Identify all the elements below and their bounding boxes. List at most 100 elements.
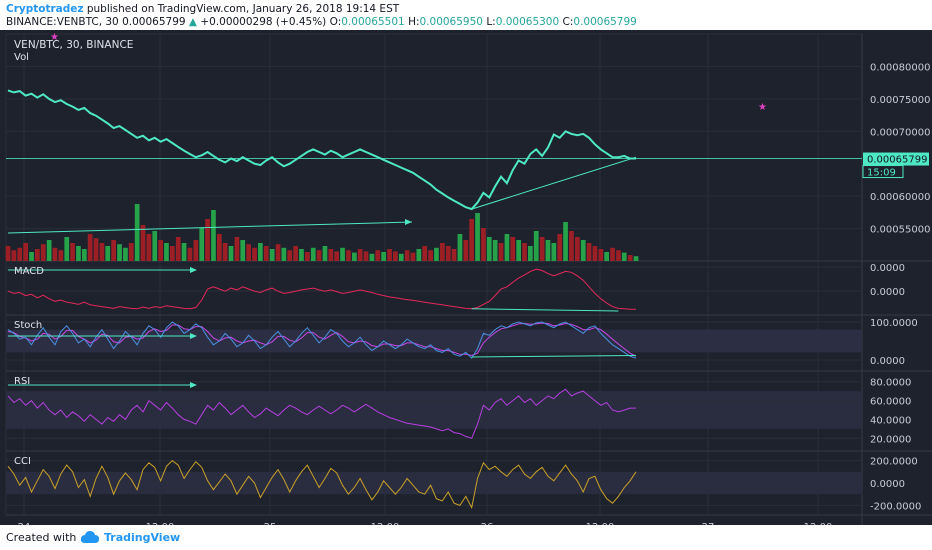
volume-bar — [428, 250, 433, 261]
rsi-arrowhead — [190, 382, 197, 388]
volume-bar — [533, 231, 539, 261]
macd-label: MACD — [14, 266, 44, 277]
price-tick-label: 0.00075000 — [870, 95, 930, 106]
volume-bar — [434, 247, 439, 261]
cci-label: CCI — [14, 456, 31, 467]
volume-bar — [486, 237, 492, 261]
volume-bar — [158, 240, 163, 261]
volume-bar — [539, 237, 545, 261]
close-value: 0.00065799 — [573, 16, 637, 28]
volume-bar — [128, 243, 134, 261]
volume-bar — [440, 243, 445, 261]
macd-arrowhead — [190, 267, 197, 273]
volume-bar — [293, 246, 298, 261]
price-tick-label: 0.00055000 — [870, 225, 930, 236]
volume-bar — [170, 246, 175, 261]
tradingview-cloud-icon — [80, 531, 99, 543]
volume-bar — [140, 225, 146, 261]
volume-bar — [217, 234, 222, 261]
volume-bar — [258, 243, 263, 261]
volume-bar — [299, 249, 304, 261]
volume-bar — [263, 246, 269, 261]
volume-bar — [70, 243, 75, 261]
volume-bar — [457, 234, 463, 261]
volume-bar — [398, 253, 404, 261]
volume-bar — [234, 237, 240, 261]
volume-bar — [246, 244, 251, 261]
volume-bar — [11, 250, 17, 261]
rsi-band — [6, 391, 862, 429]
volume-bar — [99, 243, 105, 261]
volume-bar — [563, 222, 568, 261]
volume-bar — [469, 219, 474, 261]
volume-bar — [463, 240, 469, 261]
chart-canvas[interactable]: 24 12:00 25 12:00 26 12:00 27 12:00 0.00080000 0.… — [0, 30, 932, 525]
rsi-label: RSI — [14, 376, 30, 387]
volume-bar — [357, 249, 363, 261]
volume-bar — [269, 249, 275, 261]
price-tick-label: 0.00070000 — [870, 127, 930, 138]
volume-bar — [422, 246, 428, 261]
cci-tick-label: 0.0000 — [870, 479, 905, 490]
volume-bar — [305, 252, 310, 261]
volume-bar — [616, 250, 621, 261]
rsi-series — [7, 388, 636, 439]
volume-bar — [152, 231, 158, 261]
volume-bar — [181, 243, 187, 261]
rsi-tick-label: 60.0000 — [870, 397, 911, 408]
last-price: 0.00065799 — [122, 16, 186, 28]
volume-bar — [222, 243, 228, 261]
volume-bar — [52, 247, 58, 261]
volume-bar — [76, 246, 81, 261]
stoch-tick-label: 100.0000 — [870, 318, 918, 329]
countdown-box — [862, 165, 904, 179]
high-label: H: — [408, 16, 420, 28]
volume-bar — [328, 249, 334, 261]
volume-bar — [187, 247, 193, 261]
countdown-label: 15:09 — [867, 168, 896, 179]
tradingview-brand[interactable]: TradingView — [104, 531, 181, 544]
volume-bar — [23, 243, 28, 261]
author-link[interactable]: Cryptotradez — [6, 3, 84, 15]
volume-bar — [445, 246, 451, 261]
volume-bar — [117, 244, 122, 261]
volume-bar — [340, 247, 345, 261]
volume-bar — [592, 246, 598, 261]
volume-bar — [475, 213, 480, 261]
volume-bar — [610, 247, 615, 261]
volume-bar — [123, 247, 128, 261]
volume-bar — [545, 240, 551, 261]
volume-bar — [387, 249, 392, 261]
volume-bar — [363, 251, 369, 261]
volume-bar — [310, 247, 316, 261]
volume-bar — [35, 249, 40, 261]
cci-tick-label: 200.0000 — [870, 457, 918, 468]
volume-bar — [504, 234, 510, 261]
volume-bar — [481, 228, 486, 261]
star-marker-left: ★ — [50, 32, 59, 43]
trend-arrowhead — [405, 219, 412, 225]
stoch-band — [6, 329, 862, 353]
volume-bar — [199, 228, 205, 261]
last-price-box — [863, 152, 929, 166]
open-label: O: — [329, 16, 342, 28]
volume-bar — [522, 243, 527, 261]
publish-line: Cryptotradez published on TradingView.co… — [6, 3, 399, 15]
plot-frame — [5, 33, 863, 516]
macd-tick-label: 0.0000 — [870, 263, 905, 274]
volume-bar — [58, 250, 64, 261]
volume-bar — [586, 243, 592, 261]
created-with-text: Created with — [6, 531, 77, 544]
volume-bar — [111, 240, 116, 261]
stoch-d-series — [7, 322, 637, 357]
rsi-tick-label: 80.0000 — [870, 378, 911, 389]
volume-trend-line — [7, 221, 413, 234]
volume-bar — [134, 204, 140, 261]
chart-header: Cryptotradez published on TradingView.co… — [0, 0, 932, 30]
volume-bar — [528, 246, 533, 261]
volume-bar — [516, 240, 521, 261]
x-tick-label: 12:00 — [804, 522, 833, 525]
volume-bar — [627, 255, 633, 261]
volume-bar — [175, 237, 181, 261]
volume-bar — [393, 251, 398, 261]
